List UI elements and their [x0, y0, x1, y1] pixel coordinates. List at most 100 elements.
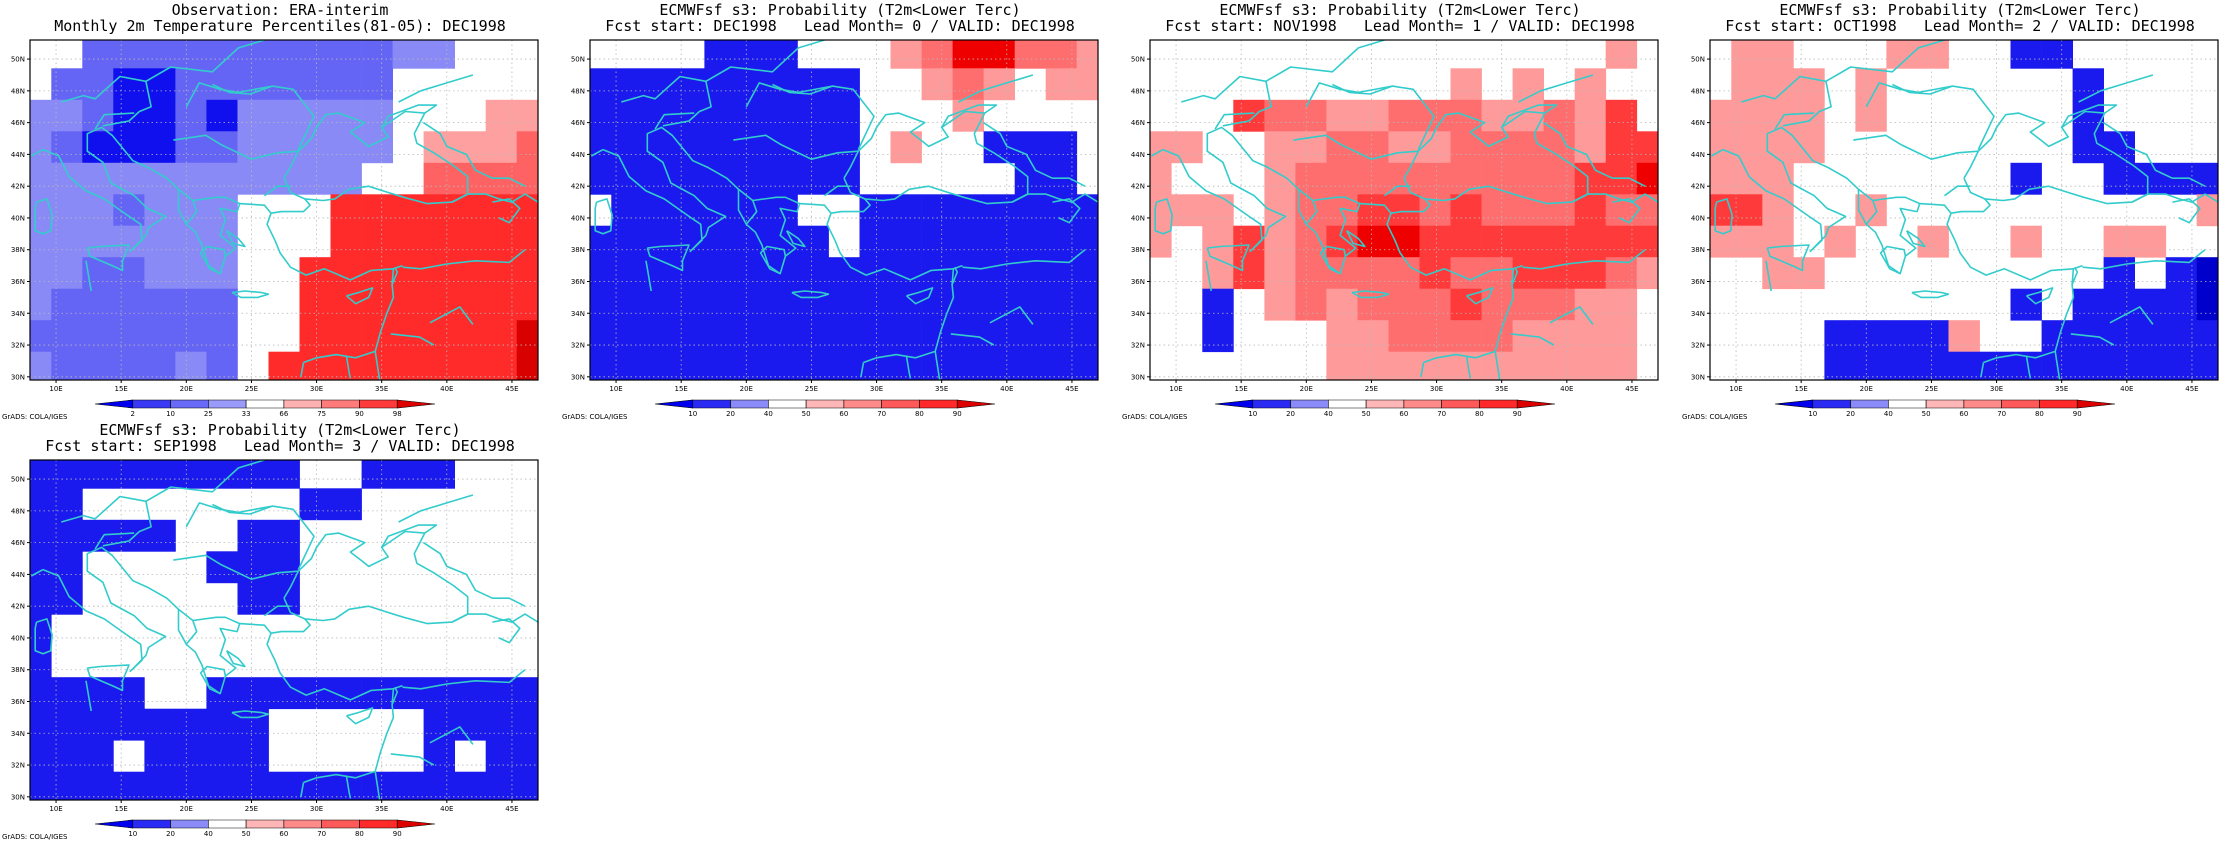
coastline	[264, 605, 291, 617]
coastline	[390, 753, 435, 766]
lon-tick-label: 30E	[310, 805, 323, 813]
coastline	[402, 249, 526, 270]
grid-cell	[1543, 194, 1575, 227]
colorbar-segment	[321, 819, 360, 829]
colorbar-segment	[881, 399, 920, 409]
grid-cell	[2196, 320, 2218, 353]
grads-credit: GrADS: COLA/IGES	[562, 413, 628, 421]
grid-cell	[704, 99, 736, 132]
grid-cell	[1014, 288, 1047, 321]
grid-cell	[392, 677, 424, 710]
grid-cell	[454, 351, 487, 380]
grid-cell	[1076, 288, 1098, 321]
lat-tick-label: 46N	[1131, 119, 1145, 127]
grid-cell	[1731, 131, 1763, 164]
grid-cell	[1710, 162, 1732, 195]
grid-cell	[2103, 225, 2135, 258]
map-panel-lead1: ECMWFsf s3: Probability (T2m<Lower Terc)…	[1120, 0, 1680, 421]
grid-cell	[1917, 40, 1949, 69]
grid-cell	[704, 351, 736, 380]
grid-cell	[1605, 288, 1638, 321]
colorbar-label: 66	[279, 410, 288, 418]
grid-cell	[144, 519, 176, 552]
grid-cell	[299, 40, 331, 69]
grid-cell	[206, 677, 238, 710]
grid-cell	[704, 131, 736, 164]
coastline	[345, 356, 352, 379]
grid-cell	[797, 68, 829, 101]
grid-cell	[454, 162, 487, 195]
grid-cell	[921, 40, 953, 69]
colorbar-segment	[1812, 399, 1851, 409]
grid-cell	[268, 68, 300, 101]
grid-cell	[237, 771, 269, 800]
coastline	[824, 185, 851, 197]
coastlines	[30, 40, 538, 380]
colorbar-label: 40	[764, 410, 773, 418]
grid-cell	[206, 162, 238, 195]
grid-cell	[237, 40, 269, 69]
grid-cell	[51, 131, 83, 164]
coastline	[982, 121, 1086, 187]
coastline	[1765, 260, 1772, 292]
data-cells	[30, 40, 538, 380]
grid-cell	[859, 288, 891, 321]
colorbar-segment	[1888, 399, 1927, 409]
grid-cell	[268, 40, 300, 69]
grid-cell	[237, 582, 269, 615]
colorbar-segment	[805, 399, 845, 409]
colorbar-segment	[1403, 399, 1442, 409]
grid-cell	[611, 351, 643, 380]
lat-tick-label: 48N	[1691, 87, 1705, 95]
grid-cell	[1731, 40, 1763, 69]
grid-cell	[237, 519, 269, 552]
coastline	[1420, 362, 1425, 377]
grid-cell	[1543, 257, 1575, 290]
colorbar: 10 20 40 50 60 70 80 90	[654, 399, 996, 418]
coastline	[2102, 121, 2206, 187]
grid-cell	[423, 740, 455, 773]
grid-cell	[113, 288, 145, 321]
grid-cell	[1855, 320, 1887, 353]
coastline	[1052, 198, 1081, 224]
grid-cell	[113, 131, 145, 164]
coastline	[398, 494, 474, 523]
grid-cell	[1574, 320, 1607, 353]
coastline	[752, 196, 801, 205]
grid-cell	[330, 225, 362, 258]
grid-cell	[299, 68, 331, 101]
coastline	[34, 618, 53, 655]
grid-cell	[1264, 99, 1296, 132]
grid-cell	[51, 99, 83, 132]
grid-cell	[144, 225, 176, 258]
grid-cell	[423, 288, 455, 321]
coastline	[30, 568, 44, 577]
grads-credit: GrADS: COLA/IGES	[1682, 413, 1748, 421]
map-panel-lead3: ECMWFsf s3: Probability (T2m<Lower Terc)…	[0, 420, 560, 841]
colorbar-segment	[208, 399, 247, 409]
lon-tick-label: 35E	[375, 385, 388, 393]
grid-cell	[952, 288, 984, 321]
grid-cell	[51, 740, 83, 773]
grid-cell	[51, 194, 83, 227]
lon-tick-label: 45E	[1065, 385, 1078, 393]
lon-tick-label: 25E	[1925, 385, 1938, 393]
colorbar-label: 40	[204, 830, 213, 838]
grid-cell	[82, 194, 114, 227]
grid-cell	[859, 320, 891, 353]
grid-cell	[1731, 99, 1763, 132]
colorbar-label: 25	[204, 410, 213, 418]
lon-tick-label: 40E	[2120, 385, 2133, 393]
panel-title-line2: Monthly 2m Temperature Percentiles(81-05…	[54, 17, 506, 35]
grid-cell	[1793, 99, 1825, 132]
colorbar-label: 80	[915, 410, 924, 418]
grid-cell	[611, 225, 643, 258]
grid-cell	[890, 320, 922, 353]
grid-cell	[1419, 288, 1451, 321]
coastline	[381, 524, 438, 548]
grid-cell	[1512, 131, 1544, 164]
grid-cell	[175, 351, 207, 380]
grid-cell	[237, 677, 269, 710]
grid-cell	[1450, 194, 1482, 227]
coastline	[2025, 356, 2032, 379]
